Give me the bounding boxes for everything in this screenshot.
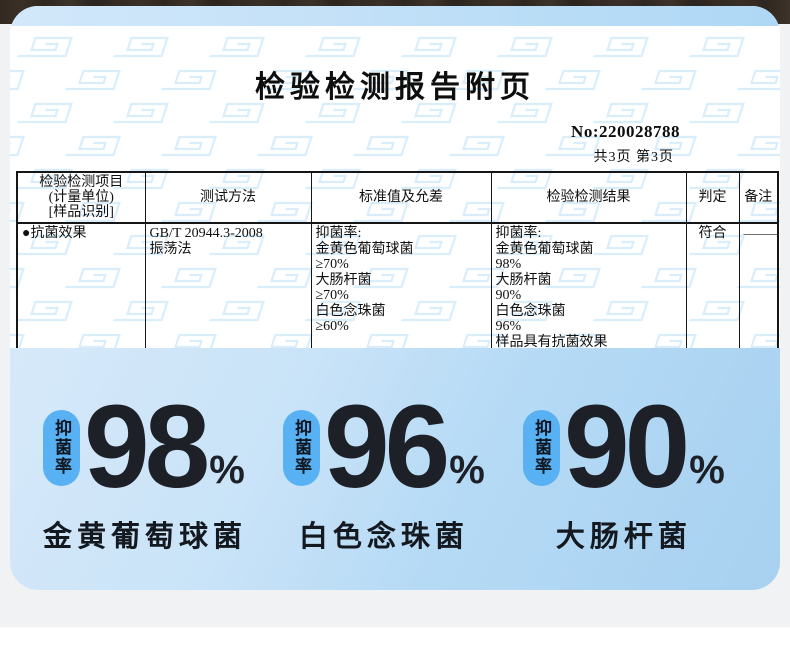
cell-item: ●抗菌效果 bbox=[16, 222, 146, 348]
header-judgment: 判定 bbox=[685, 171, 740, 224]
badge-label: 抑菌率 bbox=[52, 419, 71, 477]
badge-label: 抑菌率 bbox=[532, 419, 551, 477]
header-item: 检验检测项目 (计量单位) [样品识别] bbox=[16, 171, 146, 224]
stat-label: 大肠杆菌 bbox=[555, 521, 692, 554]
report-document-area: 检验检测报告附页 No:220028788 共3页 第3页 检验检测项目 (计量… bbox=[10, 26, 780, 348]
results-table: 检验检测项目 (计量单位) [样品识别] 测试方法 标准值及允差 检验检测结果 … bbox=[16, 171, 779, 348]
table-row: ●抗菌效果 GB/T 20944.3-2008 振荡法 抑菌率: 金黄色葡萄球菌… bbox=[16, 222, 779, 348]
inhibition-rate-badge: 抑菌率 bbox=[523, 409, 560, 486]
header-result: 检验检测结果 bbox=[490, 171, 687, 224]
stat-block-ecoli: 抑菌率 90 % 大肠杆菌 bbox=[523, 381, 725, 555]
cell-standard: 抑菌率: 金黄色葡萄球菌 ≥70% 大肠杆菌 ≥70% 白色念珠菌 ≥60% bbox=[310, 222, 492, 348]
stat-value: 90 bbox=[564, 381, 690, 513]
report-number: No:220028788 bbox=[571, 122, 680, 141]
results-table-container: 检验检测项目 (计量单位) [样品识别] 测试方法 标准值及允差 检验检测结果 … bbox=[16, 171, 779, 348]
stat-unit: % bbox=[449, 448, 485, 493]
stat-label: 金黄葡萄球菌 bbox=[43, 521, 248, 554]
bottom-spacer bbox=[0, 627, 790, 659]
stat-block-candida: 抑菌率 96 % 白色念珠菌 bbox=[283, 381, 485, 555]
stat-block-staph: 抑菌率 98 % 金黄葡萄球菌 bbox=[43, 381, 248, 555]
table-header-row: 检验检测项目 (计量单位) [样品识别] 测试方法 标准值及允差 检验检测结果 … bbox=[16, 171, 779, 224]
header-remark: 备注 bbox=[738, 171, 779, 224]
inhibition-rate-badge: 抑菌率 bbox=[43, 409, 80, 486]
cell-remark: ——— bbox=[738, 222, 779, 348]
inhibition-rate-badge: 抑菌率 bbox=[283, 409, 320, 486]
stat-unit: % bbox=[689, 448, 725, 493]
stat-row: 抑菌率 98 % bbox=[43, 381, 247, 513]
stat-unit: % bbox=[209, 448, 245, 493]
report-card: 检验检测报告附页 No:220028788 共3页 第3页 检验检测项目 (计量… bbox=[10, 6, 780, 590]
stat-value: 96 bbox=[324, 381, 450, 513]
cell-judgment: 符合 bbox=[685, 222, 740, 348]
stat-row: 抑菌率 90 % bbox=[523, 381, 725, 513]
page-title: 检验检测报告附页 bbox=[255, 71, 535, 104]
cell-result: 抑菌率: 金黄色葡萄球菌 98% 大肠杆菌 90% 白色念珠菌 96% 样品具有… bbox=[490, 222, 687, 348]
page-indicator: 共3页 第3页 bbox=[593, 150, 674, 165]
header-standard: 标准值及允差 bbox=[310, 171, 492, 224]
badge-label: 抑菌率 bbox=[292, 419, 311, 477]
card-top-band bbox=[10, 6, 780, 26]
cell-method: GB/T 20944.3-2008 振荡法 bbox=[144, 222, 312, 348]
stats-banner: 抑菌率 98 % 金黄葡萄球菌 抑菌率 96 % 白色念珠菌 bbox=[10, 348, 780, 590]
report-meta: No:220028788 共3页 第3页 bbox=[571, 122, 680, 166]
stat-label: 白色念珠菌 bbox=[298, 521, 469, 554]
stat-row: 抑菌率 96 % bbox=[283, 381, 485, 513]
header-method: 测试方法 bbox=[144, 171, 312, 224]
stat-value: 98 bbox=[84, 381, 210, 513]
